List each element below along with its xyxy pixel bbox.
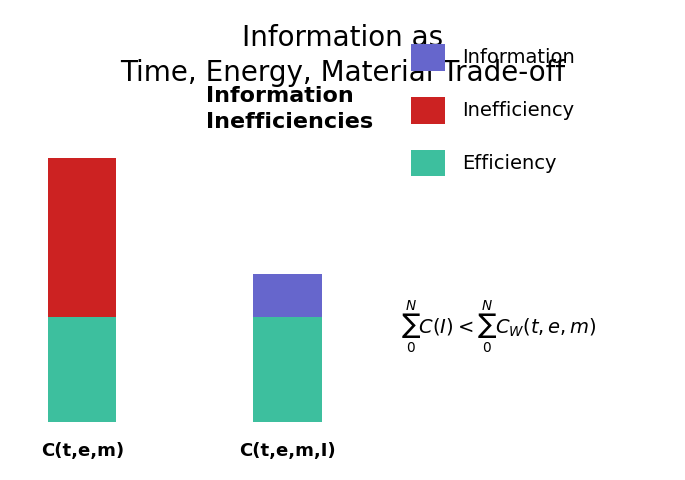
- FancyBboxPatch shape: [48, 158, 116, 317]
- FancyBboxPatch shape: [48, 317, 116, 422]
- Text: Information as
Time, Energy, Material Trade-off: Information as Time, Energy, Material Tr…: [120, 24, 565, 86]
- Text: Efficiency: Efficiency: [462, 154, 557, 173]
- Text: $\sum_{0}^{N} C(I) < \sum_{0}^{N} C_W(t,e,m)$: $\sum_{0}^{N} C(I) < \sum_{0}^{N} C_W(t,…: [401, 298, 597, 355]
- Text: Information
Inefficiencies: Information Inefficiencies: [206, 86, 373, 132]
- Text: C(t,e,m): C(t,e,m): [40, 442, 124, 460]
- Text: Inefficiency: Inefficiency: [462, 101, 575, 120]
- FancyBboxPatch shape: [411, 150, 445, 176]
- FancyBboxPatch shape: [411, 97, 445, 123]
- FancyBboxPatch shape: [253, 317, 322, 422]
- Text: Information: Information: [462, 48, 575, 67]
- Text: C(t,e,m,I): C(t,e,m,I): [239, 442, 336, 460]
- FancyBboxPatch shape: [253, 274, 322, 317]
- FancyBboxPatch shape: [411, 44, 445, 71]
